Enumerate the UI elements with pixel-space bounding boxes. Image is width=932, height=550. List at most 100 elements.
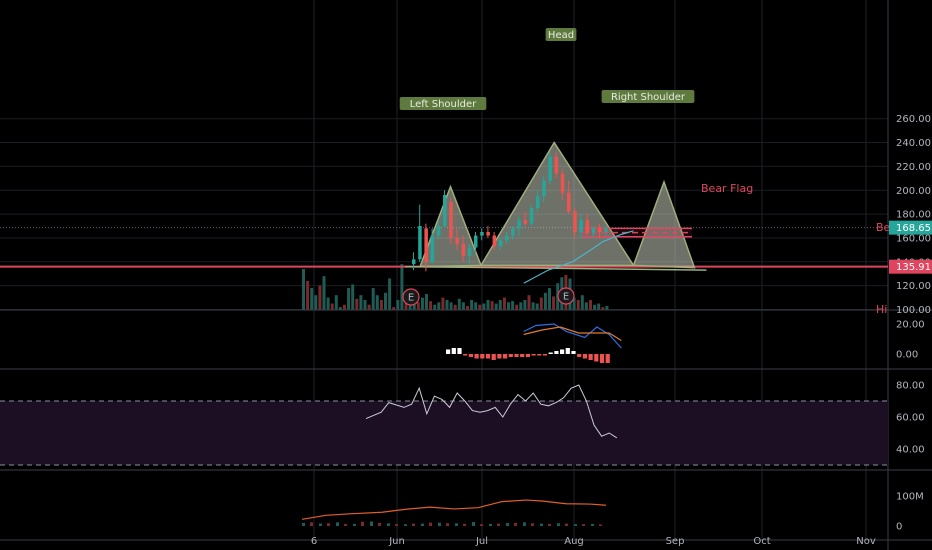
price-volume-bar: [486, 299, 490, 310]
right-shoulder-label: Right Shoulder: [601, 90, 695, 103]
candle-body[interactable]: [436, 226, 441, 236]
candle-body[interactable]: [536, 196, 540, 209]
candle-body[interactable]: [474, 235, 478, 248]
volume-bar-down: [599, 524, 602, 526]
candle-body[interactable]: [604, 228, 608, 232]
right-shoulder-triangle[interactable]: [632, 179, 696, 269]
macd-histogram-bar: [588, 354, 593, 360]
price-volume-bar: [502, 297, 506, 310]
right-shoulder-label-bg: [601, 90, 695, 103]
macd-histogram-bar: [491, 354, 496, 360]
price-volume-bar: [543, 292, 547, 310]
candle-body[interactable]: [480, 231, 484, 236]
volume-bar-up: [336, 522, 339, 526]
rsi-tick-label: 60.00: [896, 413, 925, 424]
volume-pane[interactable]: [301, 499, 607, 526]
volume-bar-up: [404, 524, 407, 526]
price-tick-label: 200.00: [896, 186, 931, 197]
price-volume-bar: [461, 302, 465, 310]
macd-histogram-bar: [577, 354, 582, 357]
price-volume-bar: [572, 297, 576, 310]
candle-body[interactable]: [412, 259, 416, 265]
candle-body[interactable]: [505, 235, 509, 241]
macd-histogram-bar: [468, 354, 473, 357]
candle-body[interactable]: [560, 173, 565, 193]
candle-body[interactable]: [467, 247, 472, 256]
candle-body[interactable]: [591, 228, 596, 234]
price-pane[interactable]: E E Left Shoulder Head Right Shoulder Bear Fl…: [0, 28, 891, 316]
candle-body[interactable]: [455, 237, 459, 244]
volume-bar-down: [378, 522, 381, 526]
candle-body[interactable]: [517, 220, 521, 229]
candle-body[interactable]: [443, 195, 447, 227]
price-volume-bar: [310, 288, 314, 310]
last-price-tag[interactable]: [889, 220, 932, 235]
price-volume-bar: [425, 293, 428, 310]
macd-histogram-bar: [605, 354, 610, 363]
price-volume-bar: [314, 295, 318, 310]
volume-bar-down: [514, 522, 517, 526]
price-volume-bar: [580, 295, 584, 310]
candle-body[interactable]: [567, 192, 571, 212]
price-volume-bar: [539, 297, 543, 310]
volume-bar-up: [353, 523, 356, 526]
price-volume-bar: [433, 304, 437, 310]
macd-pane[interactable]: [446, 323, 622, 363]
candle-body[interactable]: [511, 228, 515, 236]
candle-body[interactable]: [523, 220, 528, 224]
price-volume-bar: [507, 302, 510, 310]
candle-body[interactable]: [573, 211, 577, 232]
candle-body[interactable]: [498, 240, 503, 247]
candle-body[interactable]: [430, 235, 435, 262]
x-tick-label: Nov: [856, 536, 876, 547]
neckline[interactable]: [404, 265, 707, 271]
candle-body[interactable]: [418, 226, 422, 260]
candle-body[interactable]: [585, 220, 590, 234]
x-tick-label: Jun: [388, 536, 405, 547]
price-tick-label: 100.00: [896, 305, 931, 316]
support-price-tag[interactable]: [889, 259, 932, 274]
rsi-line: [365, 384, 618, 439]
price-volume-bar: [605, 305, 609, 310]
offscreen-label: Be: [876, 221, 891, 234]
volume-bar-down: [582, 524, 585, 526]
candle-body[interactable]: [542, 180, 546, 197]
candle-body[interactable]: [579, 220, 583, 232]
price-volume-bar: [523, 299, 527, 310]
price-tick-label: 220.00: [896, 162, 931, 173]
price-volume-bar: [416, 302, 420, 310]
candle-body[interactable]: [424, 228, 428, 262]
price-volume-bar: [343, 304, 346, 310]
candle-body[interactable]: [449, 202, 453, 238]
macd-histogram-bar: [508, 354, 513, 357]
x-tick-label: Jul: [475, 536, 488, 547]
candle-body[interactable]: [461, 243, 466, 256]
earnings-marker[interactable]: [402, 288, 420, 306]
volume-bar-up: [523, 522, 526, 526]
volume-bar-up: [319, 523, 322, 526]
rsi-pane[interactable]: [365, 384, 618, 439]
candle-body[interactable]: [529, 208, 534, 224]
macd-histogram-bar: [594, 354, 599, 362]
price-volume-bar: [548, 288, 551, 310]
support-price-tag-text: 135.91: [896, 262, 931, 273]
price-volume-bar: [552, 296, 556, 310]
candle-body[interactable]: [492, 235, 497, 247]
price-tick-label: 260.00: [896, 114, 931, 125]
x-tick-label: Oct: [753, 536, 770, 547]
rsi-band-fill: [0, 401, 888, 465]
volume-bar-down: [531, 523, 534, 526]
candle-body[interactable]: [486, 231, 490, 236]
left-shoulder-label-bg: [399, 97, 487, 110]
price-volume-bar: [326, 297, 330, 310]
left-shoulder-label-text: Left Shoulder: [410, 99, 477, 110]
candle-body[interactable]: [548, 156, 552, 181]
price-volume-bar: [420, 297, 424, 310]
candle-body[interactable]: [598, 228, 602, 232]
volume-bar-down: [497, 523, 500, 526]
earnings-marker[interactable]: [557, 287, 575, 305]
macd-tick-label: 0.00: [896, 350, 918, 361]
price-volume-bar: [392, 307, 396, 310]
candle-body[interactable]: [554, 156, 559, 174]
